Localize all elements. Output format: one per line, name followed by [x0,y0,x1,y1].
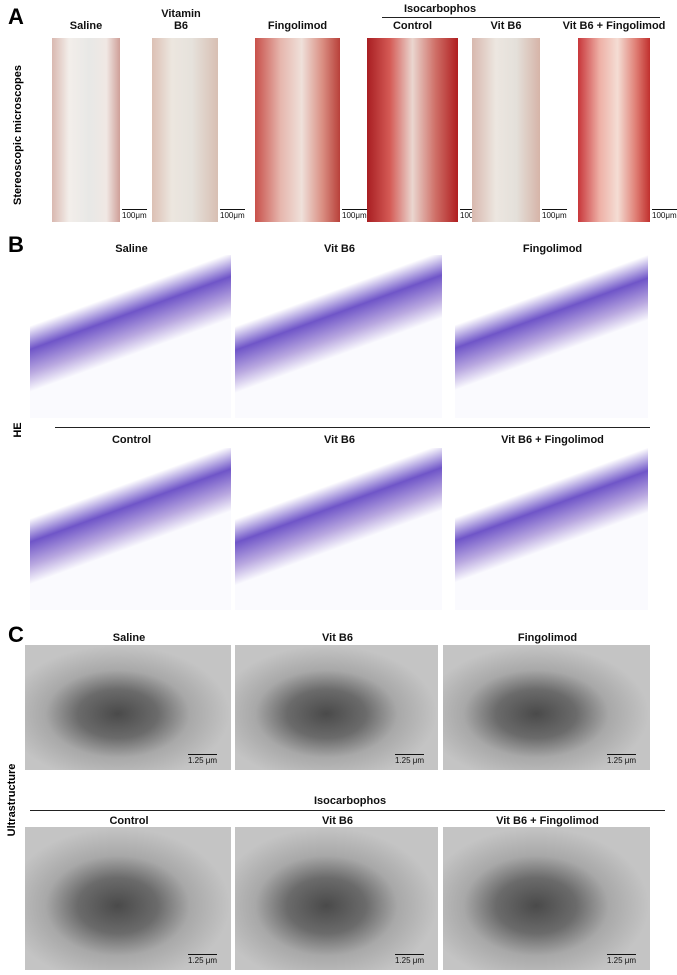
column-label: Control [109,815,149,827]
group-line [30,810,665,811]
scale-bar: 100μm [220,209,245,220]
column-label: Vit B6 [324,434,355,446]
column-label: Saline [115,243,148,255]
scale-bar: 1.25 μm [395,954,425,965]
micrograph [30,255,231,418]
column-label: Vit B6 + Fingolimod [496,815,599,827]
micrograph [455,255,648,418]
micrograph [235,448,442,610]
scale-bar: 100μm [342,209,367,220]
micrograph [255,38,340,222]
micrograph [235,255,442,418]
micrograph [152,38,218,222]
group-line [382,17,660,18]
micrograph [443,827,650,970]
micrograph [578,38,650,222]
scale-bar: 1.25 μm [607,754,637,765]
micrograph [25,827,231,970]
panel-letter: C [8,622,24,647]
scale-bar: 100μm [652,209,677,220]
group-line [55,427,650,428]
column-label: Vit B6 + Fingolimod [501,434,604,446]
scale-bar: 1.25 μm [395,754,425,765]
micrograph [25,645,231,770]
micrograph [52,38,120,222]
scale-bar: 1.25 μm [188,954,218,965]
micrograph [472,38,540,222]
micrograph [443,645,650,770]
micrograph [235,645,438,770]
column-label: Saline [112,632,146,644]
side-label: Stereoscopic microscopes [12,64,24,206]
scale-bar: 1.25 μm [188,754,218,765]
column-label: Fingolimod [522,243,583,255]
column-label: Control [392,20,433,32]
micrograph [367,38,458,222]
scale-bar: 100μm [122,209,147,220]
column-label: Vit B6 [324,243,355,255]
column-label: Vit B6 + Fingolimod [562,20,666,32]
micrograph [235,827,438,970]
scale-bar: 100μm [542,209,567,220]
column-label: Saline [69,20,103,32]
column-label: Control [111,434,152,446]
scale-bar: 1.25 μm [607,954,637,965]
column-label: Vit B6 [490,20,522,32]
panel-letter: A [8,4,24,29]
micrograph [455,448,648,610]
group-label: Isocarbophos [403,3,477,15]
group-label: Isocarbophos [313,795,387,807]
column-label: Fingolimod [267,20,328,32]
side-label: HE [12,422,24,438]
column-label: Vit B6 [322,815,353,827]
side-label: Ultrastructure [6,763,18,837]
column-label: Fingolimod [517,632,578,644]
panel-letter: B [8,232,24,257]
micrograph [30,448,231,610]
column-label: Vit B6 [322,632,353,644]
column-label: Vitamin B6 [161,8,201,32]
